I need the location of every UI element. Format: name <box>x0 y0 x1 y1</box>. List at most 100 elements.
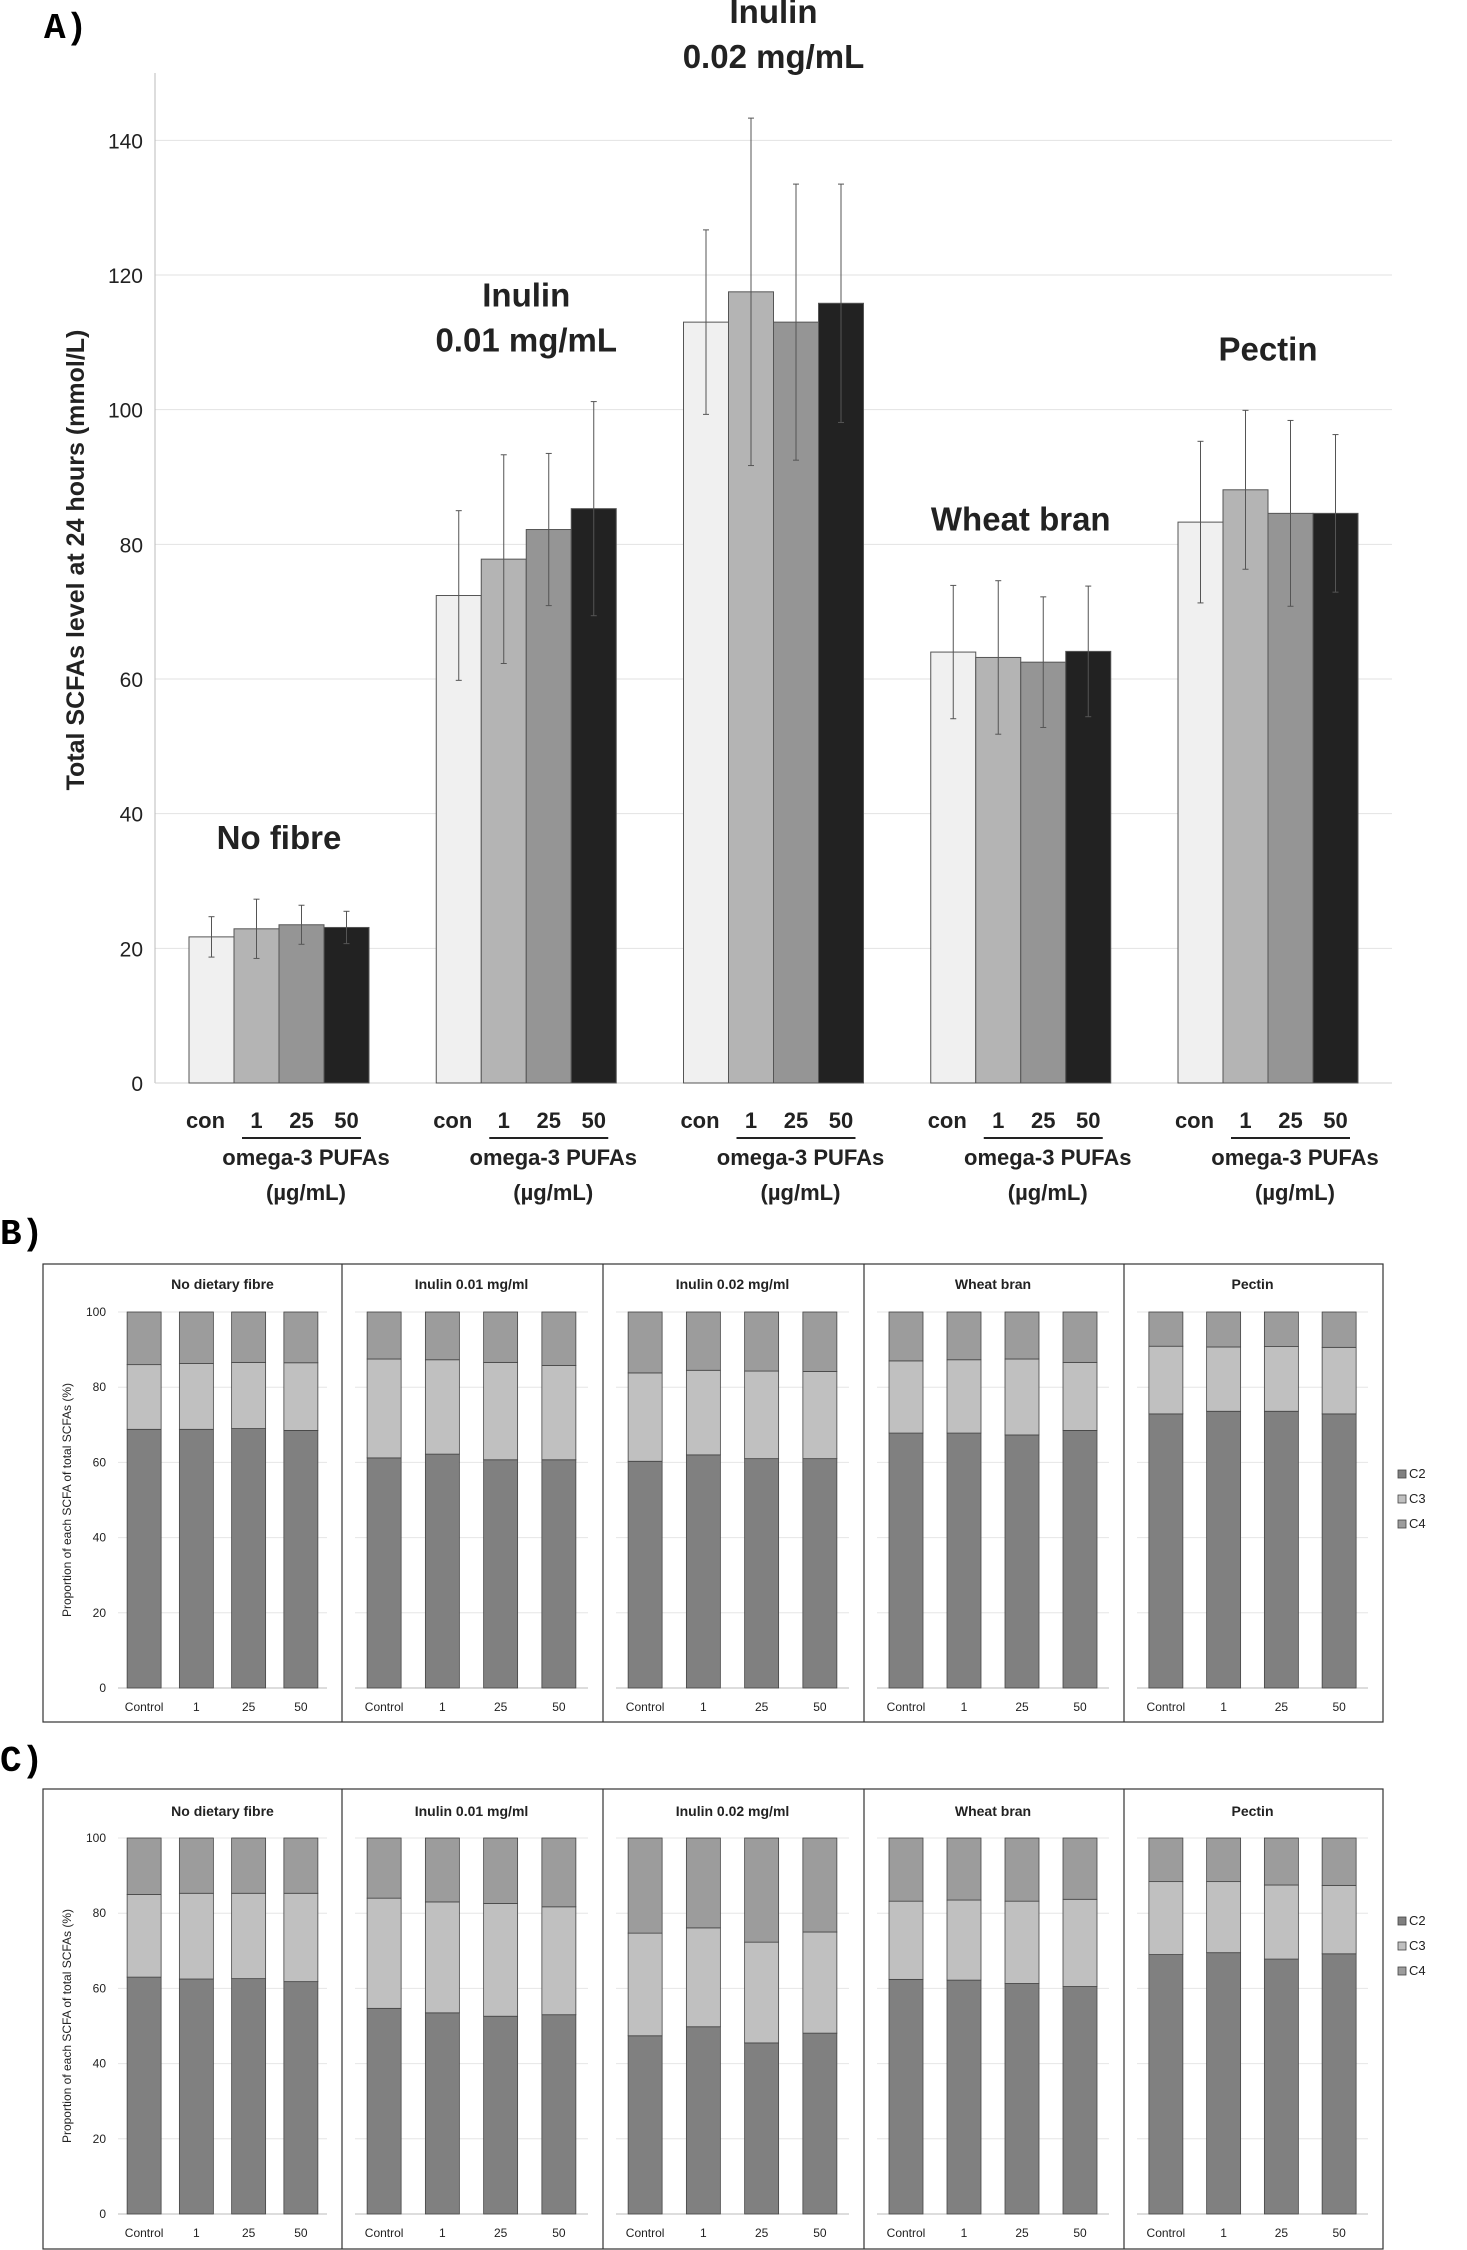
x-tick-label: Control <box>365 1700 404 1714</box>
x-group-unit: (µg/mL) <box>1008 1180 1088 1205</box>
bar-segment-c4 <box>126 1311 162 1366</box>
bar-segment-c3 <box>802 1931 838 2034</box>
bar-segment-c2 <box>126 1976 162 2215</box>
bar-segment-c2 <box>541 1459 577 1689</box>
bar-segment-c2 <box>424 1453 460 1689</box>
x-tick-label: Control <box>887 1700 926 1714</box>
bar-segment-c4 <box>744 1837 780 1943</box>
bar-segment-c2 <box>283 1430 319 1689</box>
bar-segment-c4 <box>888 1837 924 1902</box>
x-group-unit: (µg/mL) <box>1255 1180 1335 1205</box>
x-tick-label: con <box>186 1108 225 1133</box>
x-tick-label: 25 <box>289 1108 313 1133</box>
bar-segment-c3 <box>178 1892 214 1980</box>
y-axis-title: Proportion of each SCFA of total SCFAs (… <box>60 1909 74 2143</box>
bar-segment-c2 <box>1148 1954 1184 2215</box>
bar-segment-c3 <box>627 1932 663 2037</box>
x-tick-label: 1 <box>193 1700 200 1714</box>
bar-segment-c4 <box>178 1837 214 1894</box>
bar-segment-c2 <box>1206 1410 1242 1689</box>
bar-segment-c2 <box>685 1454 721 1689</box>
x-tick-label: 50 <box>552 2226 566 2240</box>
bar-segment-c2 <box>231 1428 267 1689</box>
legend-label: C4 <box>1409 1963 1426 1978</box>
legend-label: C2 <box>1409 1913 1426 1928</box>
bar-segment-c3 <box>1321 1346 1357 1415</box>
bar-segment-c2 <box>178 1978 214 2215</box>
bar-segment-c4 <box>802 1311 838 1372</box>
bar-segment-c3 <box>283 1892 319 1983</box>
panel-a-label: A) <box>44 8 87 49</box>
x-tick-label: 25 <box>1275 1700 1289 1714</box>
bar <box>1222 489 1269 1084</box>
legend-swatch <box>1397 1494 1407 1504</box>
y-tick-label: 80 <box>120 534 143 557</box>
bar-segment-c3 <box>483 1903 519 2017</box>
bar-segment-c2 <box>744 1458 780 1689</box>
bar-segment-c3 <box>946 1359 982 1434</box>
group-title: 0.01 mg/mL <box>435 322 617 359</box>
bar-segment-c2 <box>627 1460 663 1689</box>
y-tick-label: 0 <box>99 2207 106 2221</box>
bar-segment-c3 <box>946 1899 982 1981</box>
bar <box>683 321 729 1084</box>
bar <box>1267 512 1314 1084</box>
bar-segment-c3 <box>1148 1345 1184 1415</box>
x-tick-label: Control <box>125 1700 164 1714</box>
x-tick-label: 50 <box>813 2226 827 2240</box>
panel-c-label: C) <box>0 1741 43 1782</box>
bar-segment-c2 <box>126 1428 162 1689</box>
x-tick-label: 25 <box>494 2226 508 2240</box>
subpanel-title: Inulin 0.01 mg/ml <box>415 1803 529 1819</box>
bar-segment-c3 <box>231 1892 267 1980</box>
group-title: Wheat bran <box>931 501 1111 538</box>
bar-segment-c4 <box>483 1837 519 1904</box>
x-tick-label: 25 <box>494 1700 508 1714</box>
x-tick-label: Control <box>887 2226 926 2240</box>
y-tick-label: 80 <box>93 1906 107 1920</box>
subpanel-title: Inulin 0.01 mg/ml <box>415 1276 529 1292</box>
x-tick-label: 1 <box>1239 1108 1251 1133</box>
x-tick-label: con <box>928 1108 967 1133</box>
bar-segment-c3 <box>541 1906 577 2016</box>
y-tick-label: 120 <box>108 265 143 288</box>
bar-segment-c4 <box>888 1311 924 1362</box>
bar-segment-c3 <box>283 1362 319 1431</box>
y-tick-label: 80 <box>93 1380 107 1394</box>
legend-label: C3 <box>1409 1491 1426 1506</box>
bar-segment-c4 <box>946 1837 982 1901</box>
group-title: No fibre <box>217 819 342 856</box>
y-tick-label: 40 <box>93 2057 107 2071</box>
y-tick-label: 20 <box>93 2132 107 2146</box>
legend-swatch <box>1397 1519 1407 1529</box>
bar-segment-c2 <box>888 1432 924 1689</box>
panel-b-chart: Proportion of each SCFA of total SCFAs (… <box>42 1263 1426 1723</box>
y-tick-label: 60 <box>120 669 143 692</box>
bar-segment-c3 <box>483 1361 519 1461</box>
x-tick-label: 25 <box>1015 2226 1029 2240</box>
y-tick-label: 140 <box>108 130 143 153</box>
x-tick-label: 1 <box>700 1700 707 1714</box>
x-tick-label: 1 <box>250 1108 262 1133</box>
x-tick-label: 50 <box>1332 1700 1346 1714</box>
subpanel-title: Pectin <box>1231 1276 1273 1292</box>
x-tick-label: Control <box>1147 1700 1186 1714</box>
x-tick-label: 50 <box>829 1108 853 1133</box>
x-group-unit: (µg/mL) <box>761 1180 841 1205</box>
bar-segment-c3 <box>541 1364 577 1461</box>
bar-segment-c2 <box>541 2014 577 2215</box>
subpanel-title: Wheat bran <box>955 1276 1031 1292</box>
y-tick-label: 40 <box>120 804 143 827</box>
bar-segment-c2 <box>627 2035 663 2215</box>
bar <box>1065 650 1112 1084</box>
bar <box>818 302 864 1084</box>
x-group-label: omega-3 PUFAs <box>964 1145 1132 1170</box>
bar-segment-c4 <box>627 1837 663 1934</box>
x-tick-label: 50 <box>294 1700 308 1714</box>
x-tick-label: 1 <box>193 2226 200 2240</box>
x-tick-label: 50 <box>813 1700 827 1714</box>
bar-segment-c3 <box>685 1369 721 1456</box>
bar-segment-c2 <box>483 2015 519 2215</box>
bar-segment-c2 <box>1206 1952 1242 2215</box>
bar-segment-c4 <box>1004 1837 1040 1902</box>
